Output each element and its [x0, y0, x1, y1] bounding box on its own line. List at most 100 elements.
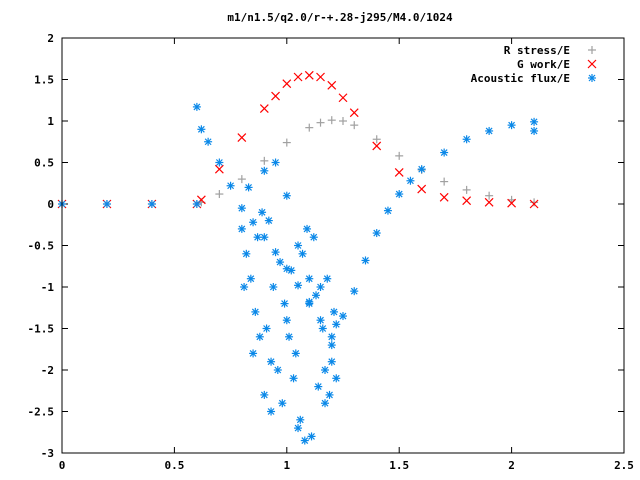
- data-point: [330, 307, 339, 316]
- legend-marker: [587, 59, 597, 69]
- data-point: [304, 70, 314, 80]
- data-point: [271, 158, 280, 167]
- data-point: [267, 407, 276, 416]
- data-point: [285, 332, 294, 341]
- data-point: [395, 190, 404, 199]
- data-point: [255, 332, 264, 341]
- y-tick-label: -1: [41, 281, 55, 294]
- data-point: [305, 299, 314, 308]
- data-point: [394, 168, 404, 177]
- data-point: [327, 332, 336, 341]
- data-point: [316, 283, 325, 291]
- data-point: [484, 197, 494, 207]
- data-point: [259, 104, 269, 113]
- data-point: [264, 216, 273, 225]
- y-tick-label: 2: [47, 32, 54, 45]
- data-point: [260, 156, 269, 165]
- data-point: [417, 165, 426, 174]
- data-point: [305, 123, 314, 132]
- series-3: [237, 158, 341, 445]
- data-point: [102, 200, 111, 208]
- data-point: [251, 307, 260, 316]
- data-point: [327, 116, 336, 125]
- data-point: [271, 248, 280, 257]
- data-point: [215, 158, 224, 167]
- data-point: [260, 390, 269, 399]
- data-point: [192, 102, 201, 111]
- data-point: [300, 436, 309, 445]
- y-tick-label: -3: [41, 447, 54, 460]
- data-point: [242, 249, 251, 258]
- data-point: [361, 256, 370, 265]
- data-point: [530, 126, 539, 135]
- data-point: [280, 299, 289, 308]
- y-tick-label: -1.5: [28, 323, 55, 336]
- data-point: [372, 141, 382, 151]
- data-point: [327, 341, 336, 350]
- y-tick-label: 1.5: [34, 74, 54, 87]
- data-point: [294, 424, 303, 433]
- y-tick-label: 1: [47, 115, 54, 128]
- data-point: [249, 218, 258, 227]
- data-point: [485, 126, 494, 135]
- data-point: [462, 185, 471, 194]
- data-point: [282, 191, 291, 200]
- data-point: [462, 196, 472, 206]
- y-tick-label: -2.5: [28, 406, 55, 419]
- data-point: [327, 80, 337, 90]
- x-tick-label: 0: [59, 459, 66, 472]
- data-point: [307, 432, 316, 441]
- data-point: [298, 249, 307, 258]
- data-point: [339, 117, 347, 125]
- data-point: [240, 283, 249, 291]
- data-point: [192, 200, 201, 208]
- data-point: [309, 233, 318, 242]
- series-layer: [57, 70, 539, 445]
- data-point: [287, 266, 296, 275]
- data-point: [296, 415, 305, 424]
- data-point: [372, 135, 381, 144]
- data-point: [215, 190, 224, 199]
- data-point: [226, 181, 235, 190]
- x-tick-label: 2: [508, 459, 515, 472]
- data-point: [269, 283, 278, 291]
- legend-marker: [588, 46, 596, 54]
- data-point: [278, 399, 287, 408]
- axes: 0 0.5 1 1.5 2 2.5 2 1.5 1 0.5 0 -0.5 -1 -1.5 -2 -2.5 -3: [28, 32, 634, 472]
- x-tick-label: 1.5: [389, 459, 409, 472]
- data-point: [350, 287, 359, 296]
- data-point: [440, 148, 449, 157]
- y-tick-label: 0.5: [34, 157, 54, 170]
- data-point: [395, 151, 404, 160]
- data-point: [321, 399, 330, 408]
- data-point: [305, 274, 314, 283]
- data-point: [439, 192, 449, 202]
- series-2: [58, 102, 539, 341]
- data-point: [383, 206, 392, 215]
- data-point: [282, 79, 292, 89]
- legend-label: R stress/E: [504, 44, 570, 57]
- data-point: [323, 274, 332, 283]
- data-point: [314, 382, 323, 391]
- data-point: [303, 224, 312, 233]
- data-point: [244, 183, 253, 192]
- x-tick-label: 0.5: [164, 459, 184, 472]
- data-point: [282, 316, 291, 325]
- data-point: [339, 312, 347, 321]
- data-point: [462, 135, 471, 144]
- data-point: [273, 366, 282, 374]
- data-point: [316, 316, 325, 325]
- data-point: [321, 366, 330, 374]
- data-point: [312, 291, 321, 300]
- y-tick-label: -0.5: [28, 240, 55, 253]
- data-point: [349, 108, 359, 118]
- data-point: [332, 374, 341, 383]
- data-point: [529, 199, 539, 209]
- data-point: [237, 133, 247, 143]
- data-point: [204, 137, 213, 146]
- data-point: [197, 125, 206, 134]
- data-point: [338, 93, 348, 103]
- data-point: [507, 198, 517, 208]
- data-point: [417, 184, 427, 194]
